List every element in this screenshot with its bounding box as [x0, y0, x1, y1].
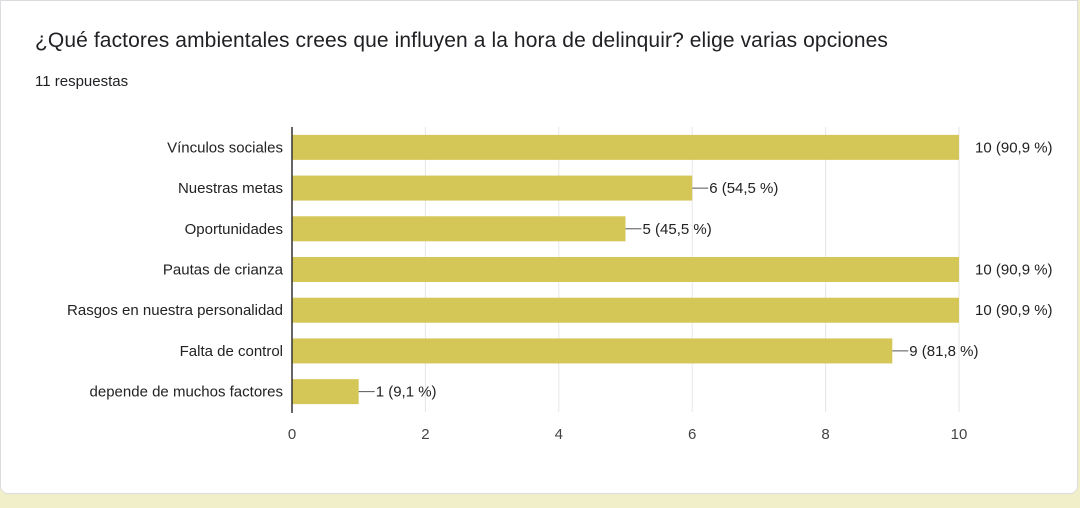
response-count: 11 respuestas — [35, 73, 129, 90]
bar-chart: Vínculos sociales 10 (90,9 %) Nuestras met… — [67, 127, 1053, 443]
page-background-strip — [0, 494, 1080, 508]
value-label-3: 10 (90,9 %) — [975, 262, 1053, 279]
value-label-5: 9 (81,8 %) — [909, 343, 978, 360]
category-label-5: Falta de control — [180, 343, 283, 360]
chart-card: ¿Qué factores ambientales crees que infl… — [0, 0, 1078, 494]
value-label-1: 6 (54,5 %) — [709, 180, 778, 197]
value-label-0: 10 (90,9 %) — [975, 139, 1053, 156]
category-label-6: depende de muchos factores — [90, 384, 283, 401]
x-tick-label-0: 0 — [288, 426, 296, 443]
category-label-4: Rasgos en nuestra personalidad — [67, 302, 283, 319]
x-tick-label-5: 10 — [951, 426, 968, 443]
bar-0 — [292, 134, 959, 160]
x-tick-label-2: 4 — [555, 426, 563, 443]
question-title: ¿Qué factores ambientales crees que infl… — [35, 29, 888, 52]
category-label-2: Oportunidades — [185, 221, 283, 238]
bar-3 — [292, 257, 959, 282]
x-tick-label-3: 6 — [688, 426, 696, 443]
bar-4 — [292, 297, 959, 323]
bar-6 — [292, 379, 359, 405]
value-label-6: 1 (9,1 %) — [376, 384, 437, 401]
bar-5 — [292, 338, 893, 364]
category-label-0: Vínculos sociales — [167, 139, 283, 156]
category-label-1: Nuestras metas — [178, 180, 283, 197]
bar-2 — [292, 216, 626, 242]
x-tick-label-4: 8 — [821, 426, 829, 443]
x-tick-label-1: 2 — [421, 426, 429, 443]
bar-1 — [292, 175, 693, 201]
category-label-3: Pautas de crianza — [163, 262, 284, 279]
value-label-4: 10 (90,9 %) — [975, 302, 1053, 319]
value-label-2: 5 (45,5 %) — [643, 221, 712, 238]
